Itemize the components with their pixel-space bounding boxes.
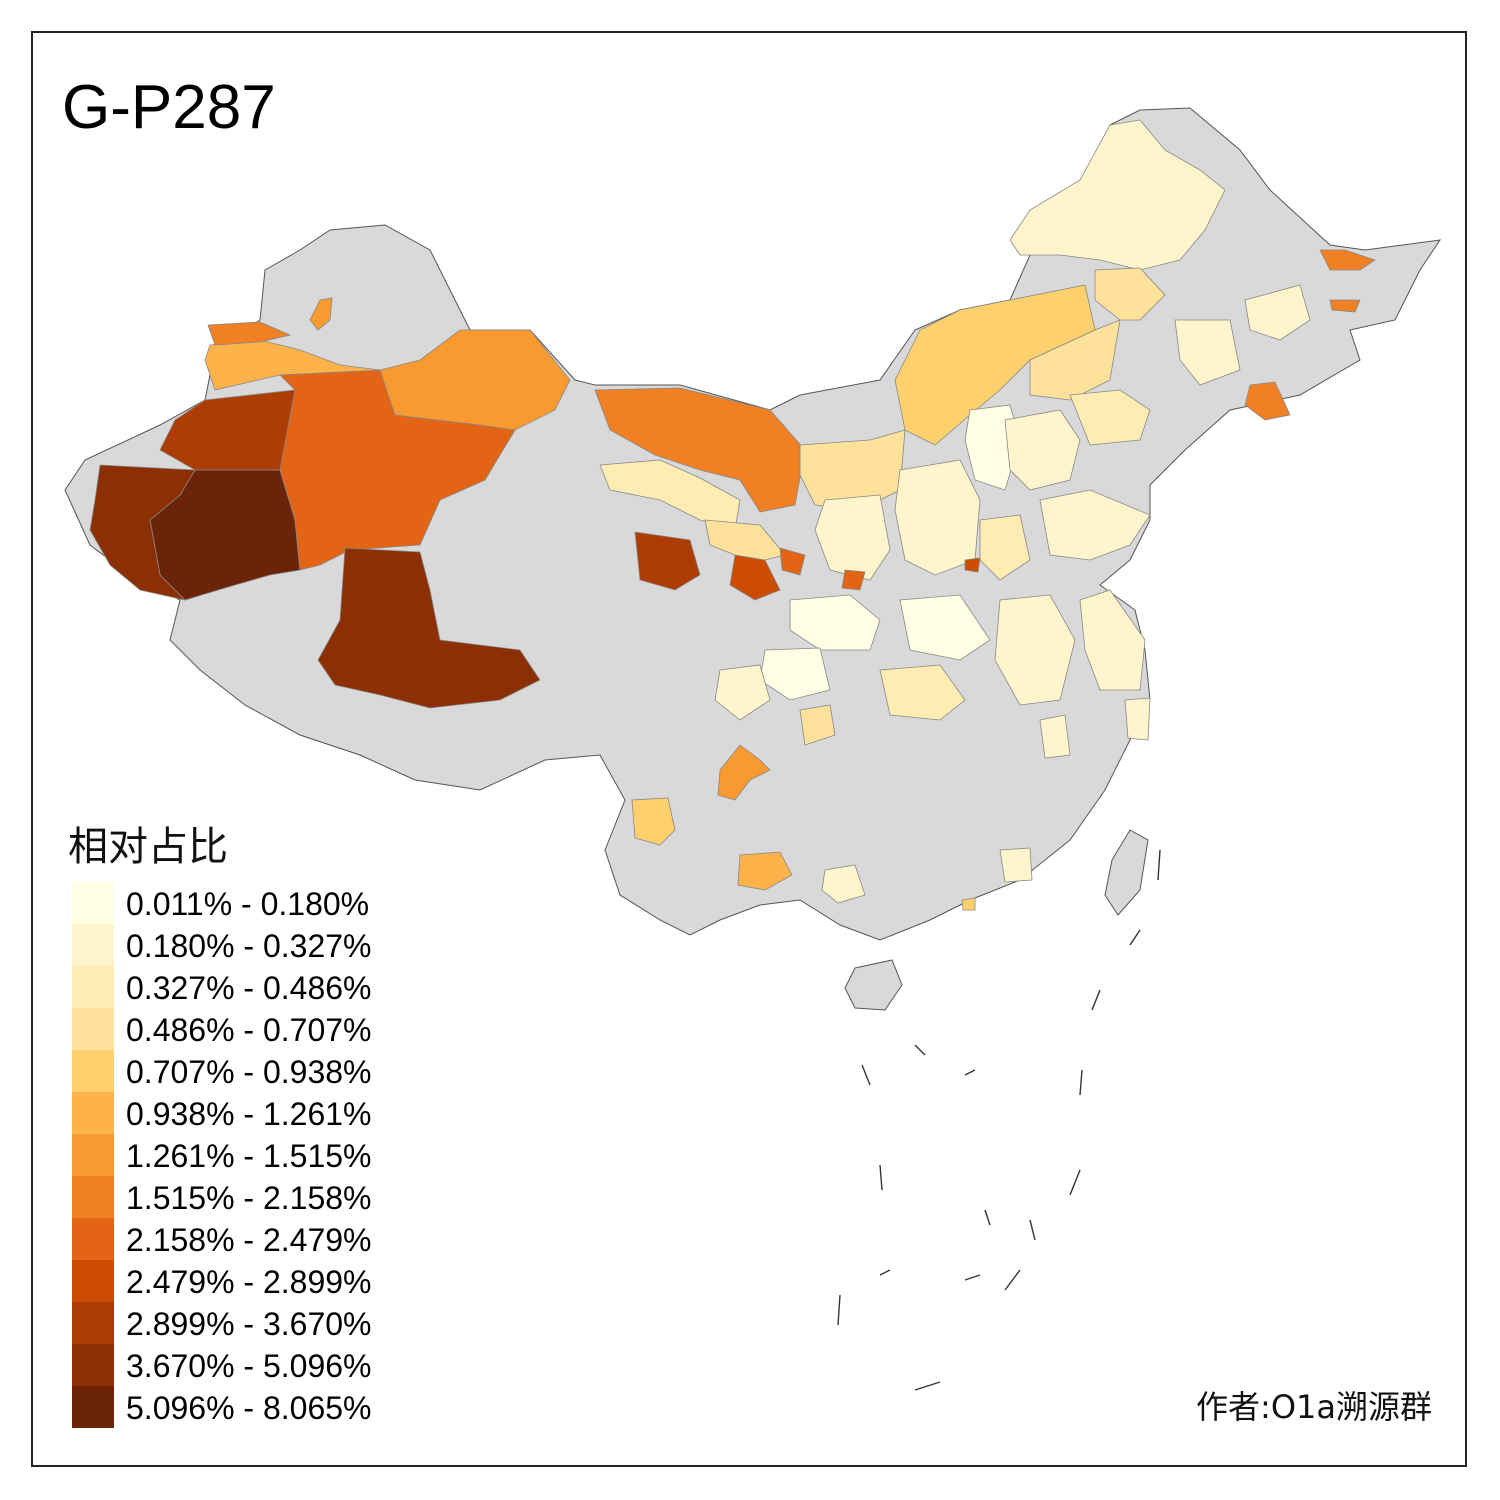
legend-swatch (72, 1344, 114, 1386)
map-title: G-P287 (62, 73, 276, 142)
legend-label: 0.938% - 1.261% (126, 1096, 372, 1132)
region-anhui (994, 594, 1076, 706)
south-china-sea-islands (837, 849, 1161, 1391)
region-tacheng (207, 321, 292, 346)
legend-label: 3.670% - 5.096% (126, 1348, 372, 1384)
region-heilongjiang-north (1319, 249, 1376, 271)
region-chongqing-spot (799, 704, 836, 746)
region-guangxi-mid (821, 864, 866, 904)
legend-label: 5.096% - 8.065% (126, 1390, 372, 1426)
legend-swatch (72, 1386, 114, 1428)
region-north-xinjiang-east (379, 329, 571, 431)
region-jilin-central (1174, 319, 1241, 386)
region-zhejiang-spot (1124, 697, 1151, 741)
legend-swatch (72, 1218, 114, 1260)
region-shaanxi-mid (789, 594, 881, 651)
region-alxa (594, 387, 806, 513)
region-hunan-spot (1039, 714, 1071, 759)
legend-label: 2.899% - 3.670% (126, 1306, 372, 1342)
taiwan-base (1104, 829, 1149, 916)
region-mudanjiang (1329, 299, 1361, 313)
legend-label: 0.707% - 0.938% (126, 1054, 372, 1090)
legend-swatch (72, 1092, 114, 1134)
region-ngari (317, 547, 541, 709)
legend-swatch (72, 1050, 114, 1092)
legend-title: 相对占比 (68, 824, 228, 870)
legend-swatch (72, 1008, 114, 1050)
region-liaoning-west (1069, 389, 1151, 446)
legend-label: 1.515% - 2.158% (126, 1180, 372, 1216)
region-shaanxi-north (814, 494, 891, 581)
region-guangxi-west (737, 851, 793, 891)
region-henan-north (979, 514, 1031, 581)
legend-label: 0.011% - 0.180% (126, 886, 370, 922)
legend-swatch (72, 924, 114, 966)
region-hinggan (1094, 267, 1166, 321)
region-xilin (1029, 319, 1121, 401)
region-hubei (879, 664, 966, 721)
region-heilongjiang-mid (1244, 284, 1311, 341)
region-shenzhen-spot (961, 897, 976, 911)
legend-label: 0.327% - 0.486% (126, 970, 372, 1006)
region-dali (631, 797, 676, 846)
region-yili (204, 339, 381, 391)
region-golmud (634, 531, 701, 591)
region-yanan-spot (841, 569, 866, 591)
map-frame (31, 31, 1467, 1467)
region-shandong (1039, 489, 1151, 561)
legend-label: 0.180% - 0.327% (126, 928, 372, 964)
region-gansu-mid (704, 519, 786, 561)
author-credit: 作者:O1a溯源群 (1196, 1388, 1432, 1426)
hainan-base (844, 959, 903, 1011)
region-hebei (1004, 409, 1081, 491)
region-zhengzhou-spot (964, 557, 981, 573)
region-kashgar (89, 464, 196, 601)
legend-label: 1.261% - 1.515% (126, 1138, 372, 1174)
region-yanbian (1244, 381, 1291, 421)
legend-swatch (72, 1176, 114, 1218)
region-hulunbuir (1009, 119, 1226, 271)
legend-label: 0.486% - 0.707% (126, 1012, 372, 1048)
legend-swatch (72, 1134, 114, 1176)
region-sichuan-east (714, 664, 771, 721)
region-shanxi (894, 459, 981, 576)
region-liangshan (717, 744, 771, 801)
region-altay-spot (309, 297, 333, 331)
legend-swatch (72, 966, 114, 1008)
region-ningxia-spot (779, 547, 806, 576)
region-guangdong-spot (999, 847, 1033, 883)
region-aksu (159, 389, 296, 471)
legend-swatch (72, 1260, 114, 1302)
region-henan-south (899, 594, 991, 661)
legend-label: 2.158% - 2.479% (126, 1222, 372, 1258)
legend-label: 2.479% - 2.899% (126, 1264, 372, 1300)
region-jiangsu (1079, 589, 1146, 691)
legend-swatch (72, 1302, 114, 1344)
legend-swatch (72, 882, 114, 924)
